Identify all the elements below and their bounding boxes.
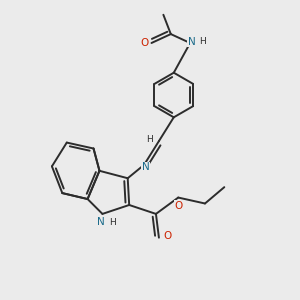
Text: O: O: [174, 201, 182, 211]
Text: O: O: [141, 38, 149, 48]
Text: H: H: [199, 37, 206, 46]
Text: N: N: [188, 37, 196, 46]
Text: H: H: [109, 218, 116, 227]
Text: N: N: [97, 217, 105, 227]
Text: O: O: [163, 231, 171, 241]
Text: N: N: [142, 162, 149, 172]
Text: H: H: [147, 135, 153, 144]
